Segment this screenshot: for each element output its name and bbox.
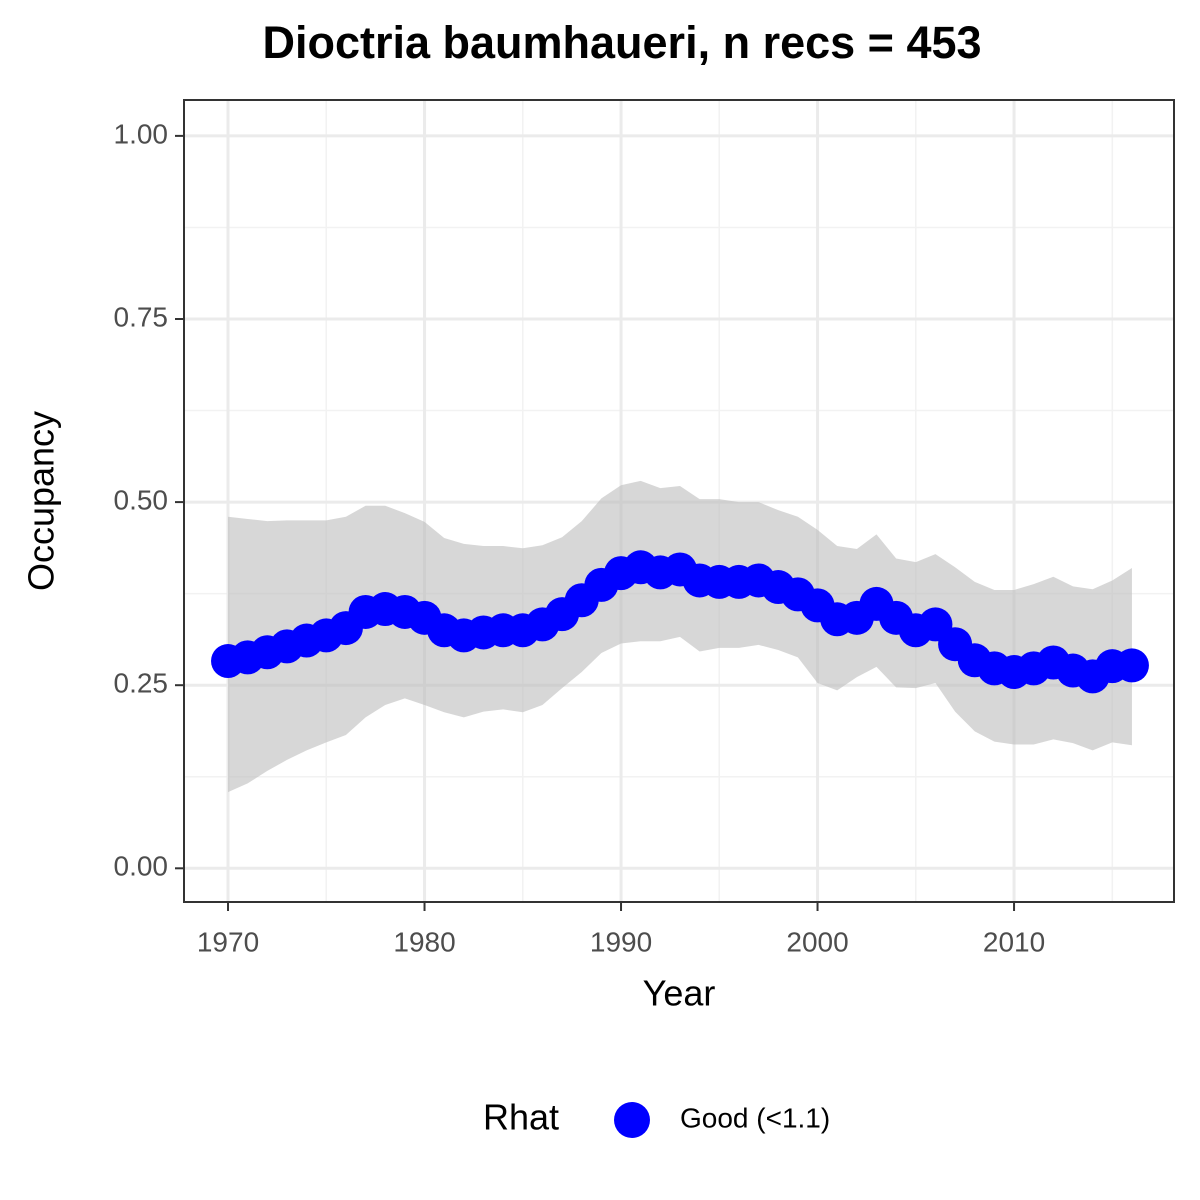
panel-border [183, 99, 1175, 903]
x-axis-title: Year [643, 973, 716, 1014]
y-tick-label: 0.25 [114, 668, 169, 699]
chart-title: Dioctria baumhaueri, n recs = 453 [262, 17, 981, 68]
y-tick-label: 0.50 [114, 484, 169, 515]
x-tick-label: 1990 [590, 926, 652, 957]
x-tick-label: 1980 [393, 926, 455, 957]
y-tick-label: 0.00 [114, 851, 169, 882]
x-tick-label: 2010 [983, 926, 1045, 957]
y-axis-title: Occupancy [21, 411, 62, 591]
y-tick-label: 1.00 [114, 118, 169, 149]
point [1114, 648, 1149, 683]
x-tick-label: 2000 [786, 926, 848, 957]
legend-label: Good (<1.1) [680, 1102, 830, 1133]
confidence-band [228, 480, 1132, 793]
x-tick-label: 1970 [197, 926, 259, 957]
y-tick-label: 0.75 [114, 301, 169, 332]
legend-title: Rhat [483, 1097, 559, 1138]
legend-marker [614, 1102, 650, 1138]
